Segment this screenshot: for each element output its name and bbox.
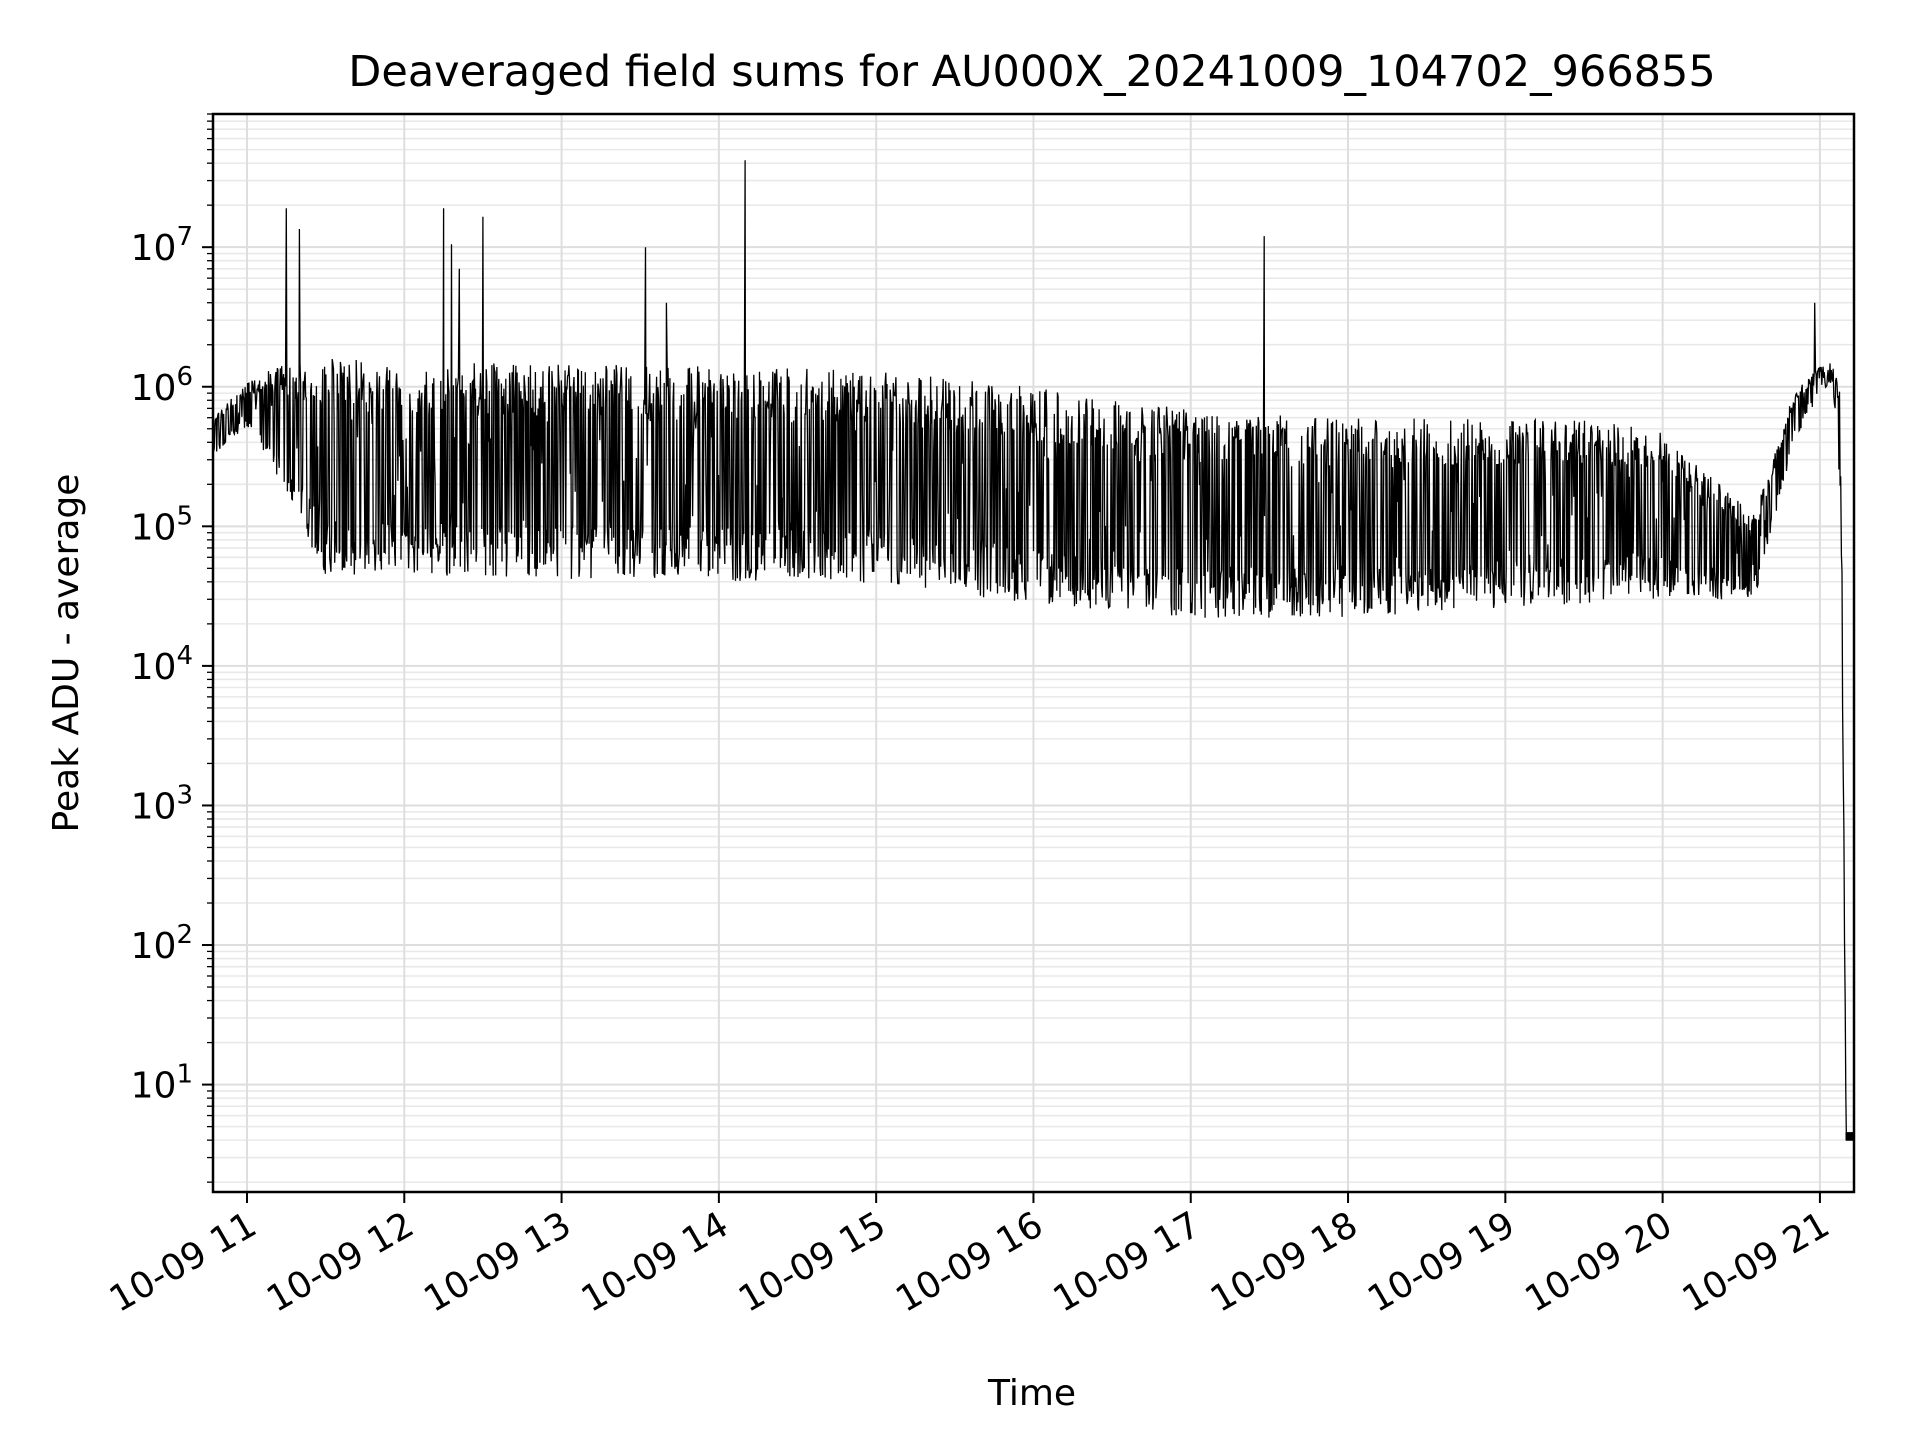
- chart-title: Deaveraged field sums for AU000X_2024100…: [348, 47, 1716, 97]
- y-tick-label: 102: [131, 920, 193, 967]
- y-tick-label: 106: [131, 362, 193, 409]
- y-tick-label: 107: [131, 222, 193, 269]
- y-tick-label: 103: [131, 780, 193, 827]
- y-tick-label: 105: [131, 501, 193, 548]
- y-tick-label: 101: [131, 1060, 193, 1107]
- y-axis-label: Peak ADU - average: [46, 474, 87, 833]
- x-axis-label: Time: [987, 1373, 1076, 1414]
- y-tick-label: 104: [131, 641, 193, 688]
- series-line: [212, 160, 1854, 1141]
